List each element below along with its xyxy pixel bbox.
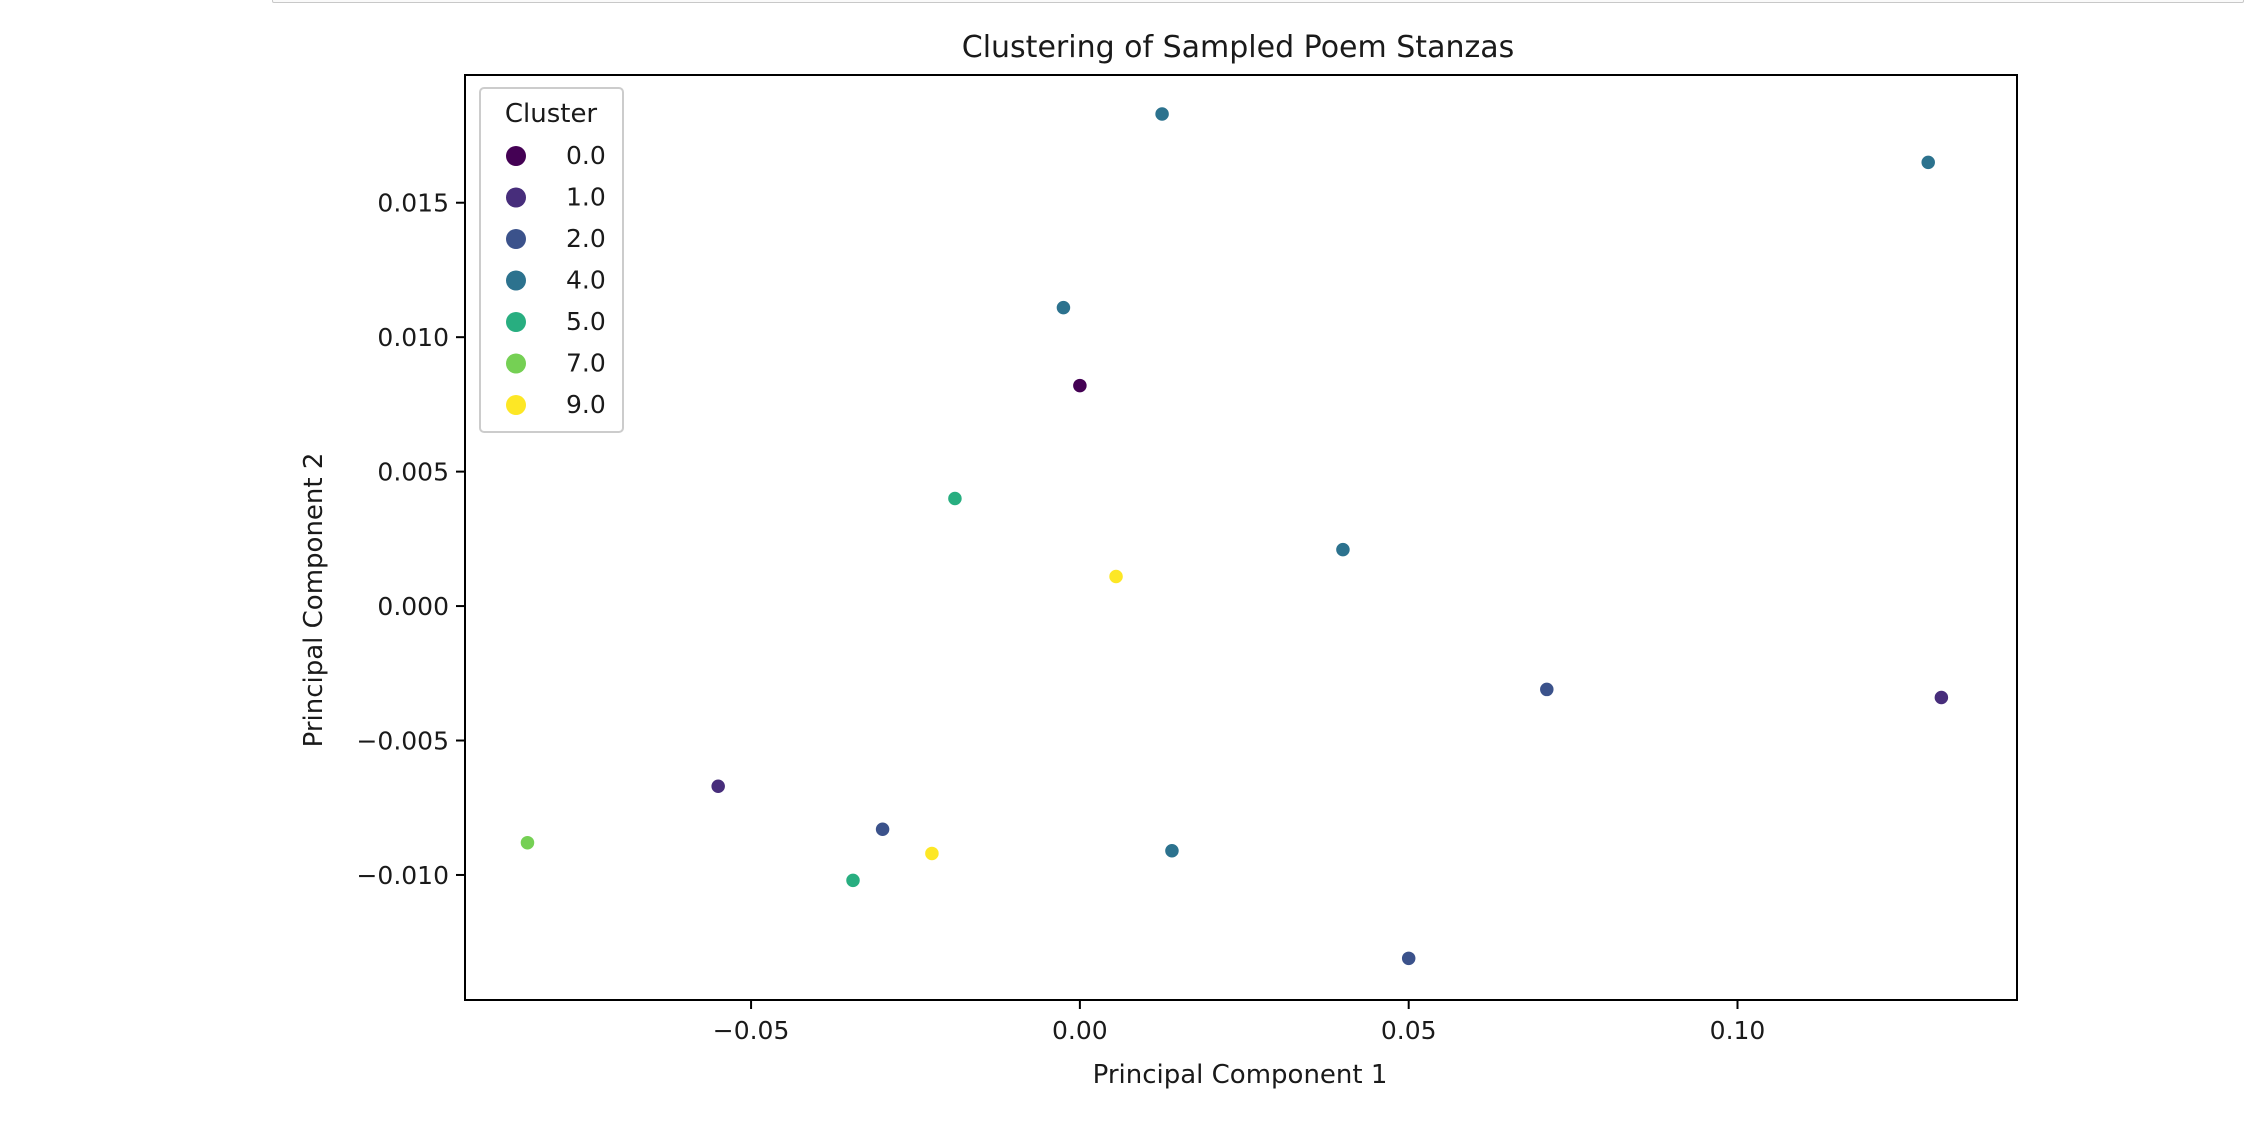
- legend-marker: [506, 187, 526, 208]
- data-point: [1538, 681, 1556, 698]
- data-point: [1919, 154, 1937, 171]
- legend-label: 1.0: [566, 183, 606, 212]
- x-axis-label: Principal Component 1: [1093, 1060, 1388, 1090]
- y-tick-label: −0.005: [356, 727, 449, 756]
- legend-marker: [506, 229, 526, 249]
- y-tick-label: 0.010: [377, 323, 449, 352]
- data-point: [1055, 299, 1072, 316]
- legend: Cluster 0.0 1.0 2.0 4.0 5.0 7.0 9.0: [479, 87, 624, 433]
- data-point: [1107, 568, 1125, 585]
- y-axis: −0.010 −0.005 0.000 0.005 0.010 0.015: [356, 189, 465, 890]
- legend-label: 5.0: [566, 307, 606, 336]
- x-axis: −0.05 0.00 0.05 0.10: [713, 1000, 1766, 1045]
- legend-label: 2.0: [566, 224, 606, 253]
- legend-marker: [506, 353, 526, 374]
- legend-box: [479, 87, 624, 433]
- data-point: [844, 872, 862, 889]
- chart-title: Clustering of Sampled Poem Stanzas: [962, 30, 1514, 65]
- legend-label: 9.0: [566, 390, 606, 419]
- y-tick-label: −0.010: [356, 861, 449, 890]
- legend-marker: [506, 312, 526, 332]
- legend-marker: [506, 395, 526, 415]
- x-tick-label: 0.00: [1052, 1016, 1108, 1045]
- y-tick-label: 0.000: [377, 592, 449, 621]
- output-cell-border: [272, 0, 2244, 3]
- x-tick-label: −0.05: [713, 1016, 790, 1045]
- data-point: [874, 821, 891, 838]
- data-point: [1334, 541, 1352, 558]
- legend-title: Cluster: [505, 99, 598, 129]
- data-point: [1071, 377, 1089, 394]
- data-point: [1933, 689, 1950, 706]
- legend-marker: [506, 270, 526, 291]
- data-point: [519, 834, 536, 851]
- legend-label: 4.0: [566, 266, 606, 295]
- x-tick-label: 0.10: [1710, 1016, 1766, 1045]
- data-point: [946, 490, 964, 507]
- data-point: [709, 777, 727, 795]
- data-point: [923, 845, 941, 862]
- y-axis-label: Principal Component 2: [299, 453, 329, 748]
- data-point: [1163, 842, 1181, 860]
- y-tick-label: 0.015: [377, 189, 449, 218]
- plot-frame: [464, 74, 2018, 1001]
- legend-marker: [506, 146, 526, 166]
- data-point: [1400, 950, 1417, 967]
- data-point: [1153, 105, 1171, 123]
- x-tick-label: 0.05: [1381, 1016, 1437, 1045]
- legend-label: 7.0: [566, 349, 606, 378]
- y-tick-label: 0.005: [377, 458, 449, 487]
- legend-label: 0.0: [566, 141, 606, 170]
- data-points: [519, 105, 1950, 967]
